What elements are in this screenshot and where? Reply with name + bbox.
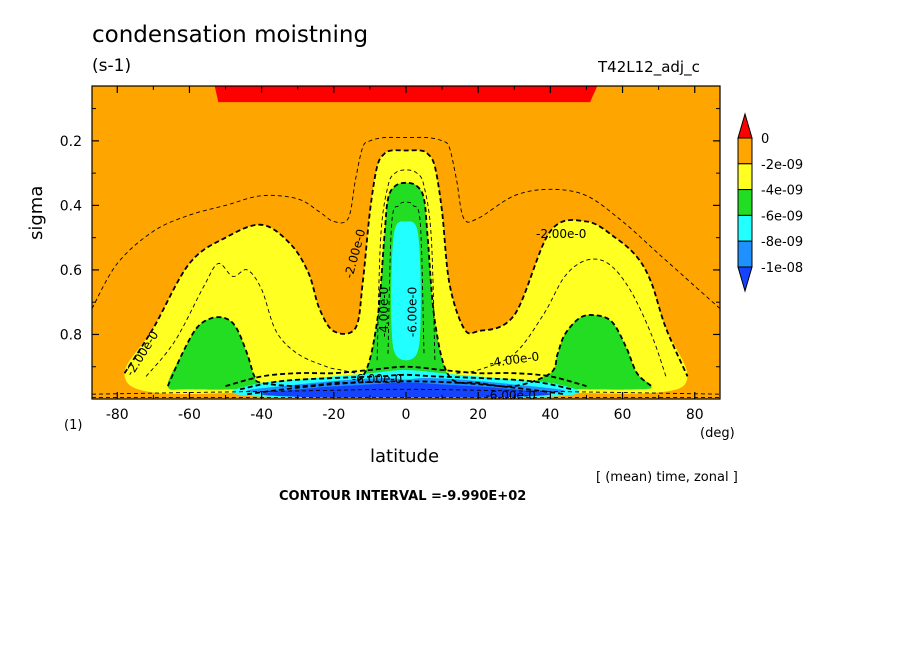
colorbar-swatch	[737, 137, 753, 165]
colorbar-swatch	[737, 214, 753, 242]
x-tick-label: 60	[614, 407, 632, 423]
contour-label-6: -6.00e-0	[352, 372, 402, 386]
contour-label-5: -4.00e-0	[488, 349, 540, 370]
colorbar-label: 0	[761, 132, 769, 147]
contour-lines	[92, 136, 720, 398]
chart-title: condensation moistning	[92, 22, 369, 48]
colorbar: 0 -2e-09 -4e-09 -6e-09 -8e-09 -1e-08	[737, 112, 803, 293]
colorbar-swatch	[737, 163, 753, 191]
contour-line-9	[247, 380, 565, 396]
contour-fill-4	[391, 221, 421, 361]
y-tick-label: 0.8	[60, 327, 82, 343]
x-tick-label: -60	[178, 407, 201, 423]
x-tick-label: -40	[250, 407, 273, 423]
colorbar-bottom-arrow	[737, 266, 753, 293]
contour-line-1	[123, 149, 689, 377]
colorbar-label: -6e-09	[761, 209, 803, 224]
colorbar-label: -8e-09	[761, 235, 803, 250]
y-tick-label: 0.4	[60, 198, 82, 214]
contour-label-2: -2.00e-0	[536, 227, 586, 241]
x-tick-label: 80	[686, 407, 704, 423]
averaging-note: [ (mean) time, zonal ]	[596, 470, 738, 485]
colorbar-label: -1e-08	[761, 261, 803, 276]
x-tick-label: -80	[106, 407, 129, 423]
chart-units: (s-1)	[92, 56, 132, 76]
x-tick-label: 20	[469, 407, 487, 423]
colorbar-swatch	[737, 240, 753, 268]
colorbar-top-arrow	[737, 112, 753, 139]
x-tick-label: 0	[402, 407, 411, 423]
filled-contours	[92, 86, 720, 399]
contour-label-3: -4.00e-0	[377, 287, 391, 337]
contour-interval: CONTOUR INTERVAL =-9.990E+02	[279, 489, 527, 504]
contour-label-4: -6.00e-0	[406, 287, 420, 337]
y-tick-label: 0.2	[60, 134, 82, 150]
contour-line-3	[376, 169, 436, 361]
contour-line-6	[387, 201, 425, 354]
x-axis-label: latitude	[370, 446, 440, 467]
x-axis-unit: (deg)	[700, 426, 735, 441]
x-tick-label: 40	[541, 407, 559, 423]
colorbar-label: -2e-09	[761, 158, 803, 173]
contour-line-5	[166, 181, 653, 388]
x-tick-label: -20	[322, 407, 345, 423]
contour-fill-0	[214, 86, 598, 103]
y-tick-label: 0.6	[60, 263, 82, 279]
contour-line-0	[92, 136, 720, 309]
y-axis-label: sigma	[26, 185, 47, 240]
contour-label-7: -6.00e-0	[485, 388, 535, 402]
x-axis: -80 -60 -40 -20 0 20 40 60 80	[106, 86, 704, 423]
contour-line-4	[456, 258, 667, 377]
y-axis: 0.2 0.4 0.6 0.8	[60, 108, 720, 400]
colorbar-swatch	[737, 189, 753, 216]
colorbar-label: -4e-09	[761, 184, 803, 199]
run-label: T42L12_adj_c	[598, 58, 700, 76]
y-axis-unit: (1)	[64, 418, 83, 433]
